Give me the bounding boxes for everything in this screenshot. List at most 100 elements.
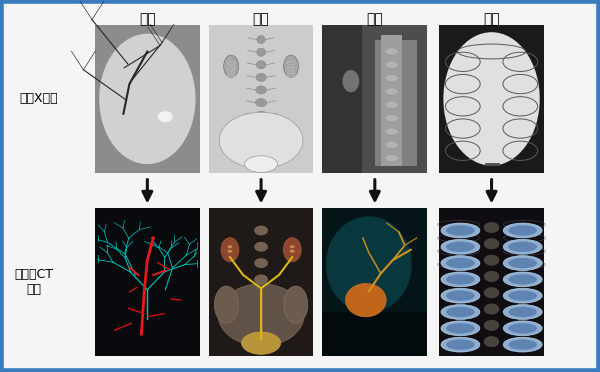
Ellipse shape	[484, 320, 499, 331]
Ellipse shape	[256, 61, 266, 69]
Ellipse shape	[224, 55, 239, 77]
Ellipse shape	[385, 154, 398, 162]
FancyBboxPatch shape	[209, 208, 313, 356]
FancyBboxPatch shape	[95, 208, 200, 356]
FancyBboxPatch shape	[439, 25, 544, 173]
Ellipse shape	[508, 291, 537, 301]
Ellipse shape	[441, 337, 480, 352]
FancyBboxPatch shape	[322, 25, 362, 173]
Ellipse shape	[254, 275, 268, 284]
Ellipse shape	[446, 291, 475, 301]
Ellipse shape	[221, 238, 239, 262]
Ellipse shape	[441, 239, 480, 254]
Ellipse shape	[446, 339, 475, 350]
Ellipse shape	[284, 286, 308, 323]
Ellipse shape	[484, 336, 499, 347]
Ellipse shape	[254, 259, 268, 268]
Ellipse shape	[441, 305, 480, 320]
FancyBboxPatch shape	[209, 25, 313, 173]
Ellipse shape	[284, 55, 299, 77]
Ellipse shape	[255, 124, 268, 132]
Ellipse shape	[346, 283, 386, 317]
Ellipse shape	[503, 239, 542, 254]
FancyBboxPatch shape	[322, 312, 427, 356]
Ellipse shape	[219, 112, 303, 169]
Ellipse shape	[385, 141, 398, 148]
Ellipse shape	[254, 242, 268, 251]
Ellipse shape	[257, 36, 265, 44]
FancyBboxPatch shape	[375, 39, 417, 166]
Ellipse shape	[158, 111, 173, 122]
Ellipse shape	[508, 258, 537, 268]
Ellipse shape	[446, 323, 475, 334]
Ellipse shape	[385, 61, 398, 68]
Ellipse shape	[508, 225, 537, 235]
Ellipse shape	[99, 34, 196, 164]
Ellipse shape	[446, 307, 475, 317]
Ellipse shape	[441, 223, 480, 238]
Ellipse shape	[256, 86, 266, 94]
Text: 血管: 血管	[139, 12, 156, 26]
Ellipse shape	[508, 274, 537, 285]
Text: 尿路: 尿路	[253, 12, 269, 26]
Ellipse shape	[257, 48, 266, 56]
Ellipse shape	[503, 256, 542, 270]
Ellipse shape	[290, 250, 295, 253]
Ellipse shape	[446, 274, 475, 285]
Ellipse shape	[343, 70, 359, 92]
Ellipse shape	[256, 73, 266, 81]
Ellipse shape	[508, 307, 537, 317]
Ellipse shape	[503, 223, 542, 238]
Ellipse shape	[385, 48, 398, 55]
Ellipse shape	[290, 245, 295, 248]
Ellipse shape	[385, 128, 398, 135]
Ellipse shape	[441, 272, 480, 287]
Ellipse shape	[441, 321, 480, 336]
Ellipse shape	[214, 286, 238, 323]
Ellipse shape	[242, 332, 281, 354]
Ellipse shape	[503, 288, 542, 303]
Ellipse shape	[227, 245, 232, 248]
Ellipse shape	[227, 250, 232, 253]
Ellipse shape	[443, 32, 540, 166]
Ellipse shape	[446, 225, 475, 235]
Ellipse shape	[254, 137, 268, 144]
Ellipse shape	[256, 99, 267, 107]
FancyBboxPatch shape	[322, 208, 427, 356]
Ellipse shape	[385, 115, 398, 122]
Ellipse shape	[218, 284, 304, 346]
Text: 胆道: 胆道	[367, 12, 383, 26]
Ellipse shape	[385, 74, 398, 82]
FancyBboxPatch shape	[439, 208, 544, 356]
Ellipse shape	[508, 323, 537, 334]
FancyBboxPatch shape	[95, 25, 200, 173]
Ellipse shape	[245, 156, 278, 173]
FancyBboxPatch shape	[322, 25, 427, 173]
Ellipse shape	[254, 226, 268, 235]
Text: 三次元CT
画像: 三次元CT 画像	[14, 268, 53, 296]
Ellipse shape	[441, 256, 480, 270]
Ellipse shape	[508, 241, 537, 252]
Ellipse shape	[441, 288, 480, 303]
Ellipse shape	[484, 222, 499, 233]
Ellipse shape	[446, 258, 475, 268]
Ellipse shape	[508, 339, 537, 350]
Ellipse shape	[484, 304, 499, 314]
Ellipse shape	[503, 305, 542, 320]
Ellipse shape	[503, 321, 542, 336]
Ellipse shape	[484, 271, 499, 282]
Ellipse shape	[446, 241, 475, 252]
Ellipse shape	[484, 238, 499, 249]
Text: 大腸: 大腸	[483, 12, 500, 26]
Ellipse shape	[385, 88, 398, 95]
Ellipse shape	[503, 337, 542, 352]
Ellipse shape	[326, 217, 412, 313]
Text: 造影X線像: 造影X線像	[19, 92, 58, 105]
Ellipse shape	[283, 238, 301, 262]
Ellipse shape	[255, 111, 267, 119]
Ellipse shape	[385, 101, 398, 109]
FancyBboxPatch shape	[381, 35, 402, 166]
Ellipse shape	[503, 272, 542, 287]
Ellipse shape	[484, 255, 499, 265]
Ellipse shape	[484, 288, 499, 298]
